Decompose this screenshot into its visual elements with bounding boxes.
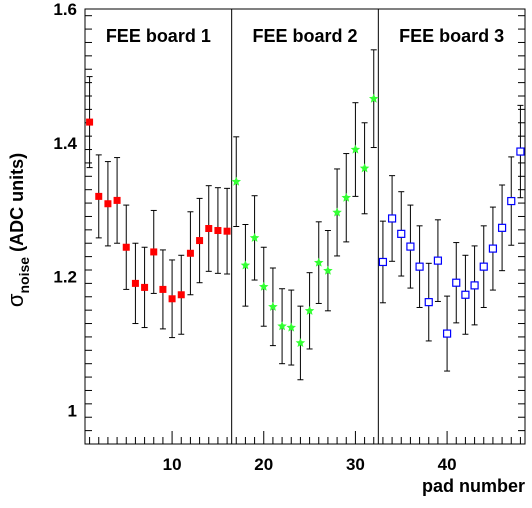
data-point [268, 301, 278, 311]
data-point [452, 278, 461, 287]
x-tick-label: 20 [254, 455, 273, 474]
plot-frame [84, 8, 526, 445]
series-board-1 [86, 76, 231, 339]
y-axis-label-units: (ADC units) [7, 153, 27, 257]
data-point [516, 147, 525, 156]
y-tick-label: 1.2 [53, 268, 77, 287]
data-point [286, 322, 297, 332]
y-tick-label: 1 [68, 402, 77, 421]
x-tick-label: 40 [438, 455, 457, 474]
data-point [323, 265, 333, 275]
data-point [104, 200, 112, 208]
data-point [249, 232, 260, 242]
data-point [186, 249, 194, 257]
data-point [433, 256, 443, 265]
series-board-3 [378, 104, 525, 372]
panel-label-board-1: FEE board 1 [106, 26, 211, 46]
y-axis-label: σnoise (ADC units) [3, 153, 32, 307]
axis-tick-labels: 10 20 30 40 1 1.2 1.4 1.6 [53, 0, 456, 474]
x-tick-label: 10 [163, 455, 182, 474]
y-tick-label: 1.4 [53, 134, 77, 153]
panel-dividers [231, 9, 379, 444]
data-point [141, 283, 149, 291]
data-point [159, 285, 167, 293]
data-point [150, 248, 158, 256]
y-axis-label-symbol: σ [3, 293, 28, 307]
data-point [442, 329, 452, 338]
data-point [258, 281, 269, 291]
data-point [313, 257, 324, 267]
data-point [196, 237, 204, 245]
data-point [231, 176, 242, 186]
data-point [461, 290, 470, 299]
data-point [479, 262, 488, 271]
data-point [497, 223, 507, 232]
x-axis-label: pad number [422, 476, 525, 496]
data-point [470, 281, 479, 290]
data-point [368, 93, 379, 103]
y-tick-label: 1.6 [53, 0, 77, 19]
panel-label-board-2: FEE board 2 [252, 26, 357, 46]
data-point [277, 321, 287, 331]
x-tick-label: 30 [346, 455, 365, 474]
data-point [131, 279, 139, 287]
data-point [240, 260, 251, 270]
data-point [488, 244, 498, 253]
series-board-2 [231, 49, 379, 381]
data-point [122, 243, 130, 251]
data-point [168, 295, 176, 303]
data-point [95, 192, 103, 200]
data-point [295, 337, 306, 347]
data-point [359, 163, 370, 173]
data-point [415, 262, 424, 271]
data-point [304, 305, 315, 315]
data-point [507, 196, 516, 206]
panel-label-board-3: FEE board 3 [399, 26, 504, 46]
axis-ticks [85, 15, 525, 445]
data-point [214, 227, 222, 235]
data-point [378, 257, 388, 267]
data-point [205, 225, 213, 233]
data-point [332, 207, 342, 217]
data-point [424, 298, 433, 307]
data-point [406, 242, 415, 251]
data-point [113, 196, 121, 204]
panel-labels: FEE board 1 FEE board 2 FEE board 3 [106, 26, 504, 46]
data-point [350, 144, 361, 154]
data-point [397, 229, 406, 238]
data-point [341, 192, 352, 202]
data-point [387, 214, 397, 223]
data-point [223, 227, 231, 235]
data-series [86, 49, 525, 381]
data-point [86, 118, 94, 126]
data-point [177, 291, 185, 299]
y-axis-label-subscript: noise [16, 257, 32, 294]
